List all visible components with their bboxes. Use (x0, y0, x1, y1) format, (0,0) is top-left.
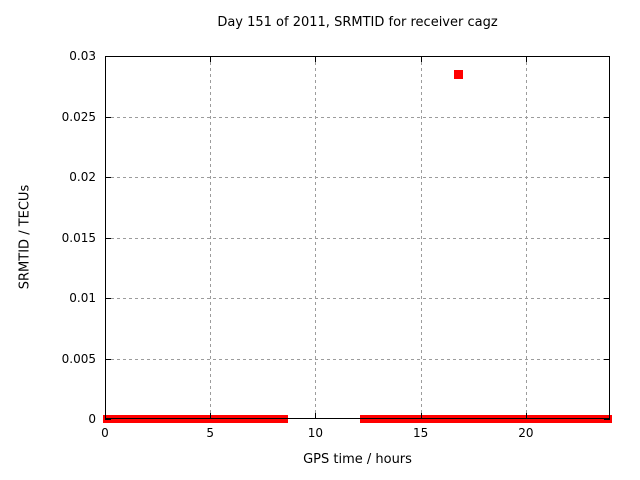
y-tick-left (105, 298, 111, 299)
y-tick-left (105, 419, 111, 420)
x-tick-top (525, 56, 527, 62)
y-tick-right (604, 298, 610, 299)
y-gridline (105, 177, 610, 178)
y-tick-label: 0.005 (61, 351, 96, 366)
y-tick-label: 0.01 (69, 291, 96, 305)
y-tick-right (604, 56, 610, 57)
y-tick-left (105, 358, 111, 360)
y-gridline (105, 237, 610, 239)
x-tick-top (210, 56, 212, 62)
plot-area (103, 56, 612, 423)
y-tick-right (604, 358, 610, 360)
y-tick-left (105, 116, 111, 118)
x-tick-top (105, 56, 106, 62)
y-tick-label: 0.015 (61, 230, 96, 245)
x-tick-label: 15 (412, 426, 429, 440)
y-tick-label: 0.025 (61, 109, 96, 124)
x-axis-title: GPS time / hours (303, 452, 412, 467)
x-tick-label: 10 (307, 426, 324, 440)
y-tick-left (105, 237, 111, 239)
chart-title: Day 151 of 2011, SRMTID for receiver cag… (217, 15, 498, 30)
y-tick-left (105, 177, 111, 178)
x-tick-label: 5 (206, 426, 215, 440)
y-gridline (105, 116, 610, 118)
y-tick-label: 0.02 (69, 170, 96, 184)
y-tick-right (604, 237, 610, 239)
x-tick-label: 20 (518, 426, 534, 440)
y-tick-right (604, 419, 610, 420)
y-tick-label: 0.03 (69, 49, 96, 63)
x-tick-top (420, 56, 422, 62)
y-tick-left (105, 56, 111, 57)
y-gridline (105, 298, 610, 299)
y-gridline (105, 358, 610, 360)
x-tick-bottom (105, 413, 106, 419)
data-series-segment (359, 415, 612, 423)
y-tick-label: 0 (88, 412, 96, 426)
x-tick-bottom (210, 413, 212, 419)
data-point-marker (454, 69, 463, 79)
y-tick-right (604, 116, 610, 118)
x-tick-label: 0 (101, 426, 109, 440)
x-tick-bottom (525, 413, 527, 419)
data-series-segment (103, 415, 288, 423)
x-tick-top (315, 56, 317, 62)
x-tick-bottom (315, 413, 317, 419)
x-tick-bottom (420, 413, 422, 419)
y-tick-right (604, 177, 610, 178)
